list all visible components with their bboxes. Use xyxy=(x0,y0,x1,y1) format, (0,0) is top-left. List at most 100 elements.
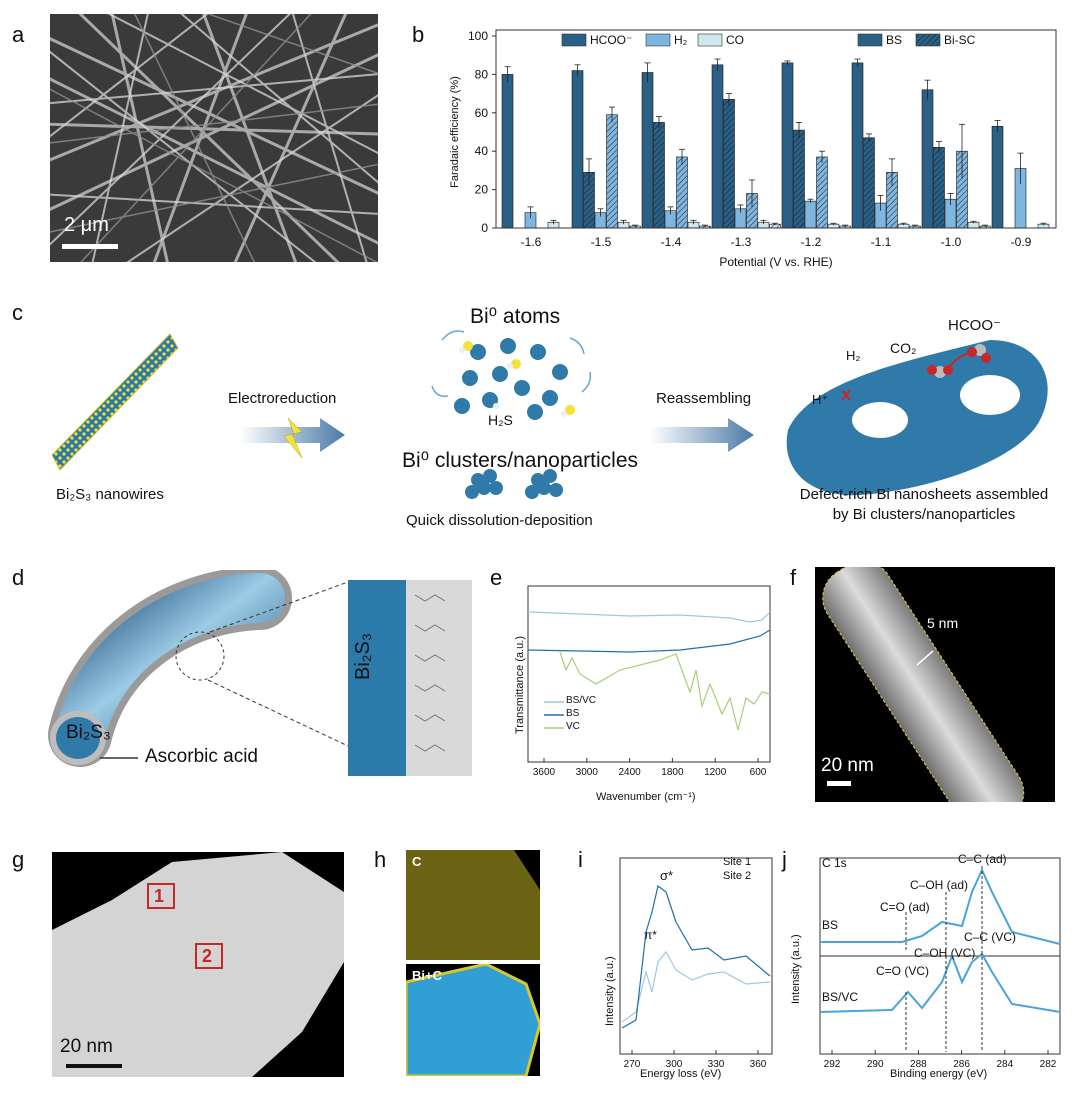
h2s-label: H₂S xyxy=(488,412,513,428)
i-tick-label: 330 xyxy=(708,1059,725,1070)
eels-map-c: C xyxy=(406,850,540,960)
x-tick-label: -1.3 xyxy=(731,235,752,249)
ftir-vc-line xyxy=(559,651,771,731)
sem-nanowire-image xyxy=(50,14,378,262)
thickness-label: 5 nm xyxy=(927,615,959,631)
ftir-bsvc-line xyxy=(527,611,771,623)
h2-label: H₂ xyxy=(846,348,861,363)
chart-b: -1.6 -1.5 -1.4 -1.3 -1.2 -1.1 -1.0 -0.9 0 20 40 60 8… xyxy=(449,29,1057,269)
y-tick-label: 0 xyxy=(481,221,488,235)
chart-j: 292 290 288 286 284 282 xyxy=(819,857,1061,1070)
bar--1.5-BS xyxy=(571,70,584,229)
bar--1.2-BS xyxy=(781,62,794,229)
xps-co-vc: C=O (VC) xyxy=(876,964,930,978)
shell-label: Ascorbic acid xyxy=(145,746,258,767)
legend-e-vc: VC xyxy=(566,721,580,732)
e-tick-label: 1800 xyxy=(661,767,684,778)
xps-bsvc-fit xyxy=(819,952,1061,1013)
eels-map-bic: Bi+C xyxy=(406,964,540,1076)
stem-image-f: 5 nm 20 nm xyxy=(815,567,1055,802)
legend-e-bs: BS xyxy=(566,708,580,719)
xps-bsvc-label: BS/VC xyxy=(822,990,859,1004)
legend-swatch xyxy=(645,33,671,47)
xps-bs-fit xyxy=(820,867,1061,945)
site-2-label: 2 xyxy=(202,946,213,966)
scale-bar-label-g: 20 nm xyxy=(60,1036,113,1057)
co2-label: CO₂ xyxy=(890,340,917,356)
j-tick-label: 292 xyxy=(824,1059,841,1070)
x-tick-label: -0.9 xyxy=(1011,235,1032,249)
bi-clusters-label: Bi⁰ clusters/nanoparticles xyxy=(402,449,639,472)
schematic-d xyxy=(48,570,472,776)
arrow-1 xyxy=(240,417,345,459)
xps-co-ad: C=O (ad) xyxy=(880,900,930,914)
e-tick-label: 1200 xyxy=(704,767,727,778)
panel-label-e: e xyxy=(490,565,503,590)
x-tick-label: -1.0 xyxy=(941,235,962,249)
scale-bar-label-f: 20 nm xyxy=(821,755,874,776)
legend-label: H₂ xyxy=(674,33,688,47)
xps-bs-label: BS xyxy=(822,918,839,932)
xps-coh-ad: C–OH (ad) xyxy=(910,878,969,892)
core-label: Bi₂S₃ xyxy=(66,722,111,743)
bar--1.0-BS xyxy=(921,89,934,229)
bar--1.1-BS xyxy=(851,62,864,229)
bar--1.4-Bi-SC xyxy=(676,156,688,229)
bar--1.3-BS xyxy=(711,64,724,229)
axes-frame xyxy=(495,29,1057,229)
bar--1.0-Bi-SC xyxy=(933,147,945,229)
bar--1.2-BS xyxy=(804,200,817,229)
panel-label-g: g xyxy=(12,847,25,872)
nanowire-label: Bi₂S₃ nanowires xyxy=(56,486,164,503)
scale-bar-label: 2 μm xyxy=(64,214,109,236)
legend-swatch xyxy=(561,33,587,47)
panel-label-i: i xyxy=(578,847,583,872)
step-electroreduction: Electroreduction xyxy=(228,390,337,407)
bar--1.5-Bi-SC xyxy=(606,114,618,229)
arrow-2 xyxy=(650,418,754,452)
j-tick-label: 284 xyxy=(996,1059,1013,1070)
pi-label: π* xyxy=(644,928,657,942)
h-plus-label: H⁺ xyxy=(812,392,829,407)
sigma-label: σ* xyxy=(660,868,674,883)
bar--0.9-BS xyxy=(991,125,1004,229)
ftir-bs-line xyxy=(527,629,771,653)
legend-label-bisc: Bi-SC xyxy=(944,33,976,47)
j-tick-label: 290 xyxy=(867,1059,884,1070)
y-tick-label: 80 xyxy=(475,67,489,81)
xps-cc-vc: C–C (VC) xyxy=(964,930,1017,944)
scale-bar-line xyxy=(62,244,118,249)
xps-cc-ad: C–C (ad) xyxy=(958,852,1007,866)
i-tick-label: 360 xyxy=(750,1059,767,1070)
bi-clusters-graphic xyxy=(465,469,563,499)
legend-swatch xyxy=(697,33,723,47)
bar--1.6-BS xyxy=(501,74,514,229)
bar--1.2-Bi-SC xyxy=(816,156,828,229)
panel-label-d: d xyxy=(12,565,25,590)
panel-label-j: j xyxy=(782,847,787,872)
dissolution-label: Quick dissolution-deposition xyxy=(406,512,593,529)
i-tick-label: 300 xyxy=(666,1059,683,1070)
y-axis-label: Faradaic efficiency (%) xyxy=(449,76,461,188)
map-bic-label: Bi+C xyxy=(412,968,442,983)
bar--1.4-Bi-SC xyxy=(653,122,665,229)
e-tick-label: 3000 xyxy=(576,767,599,778)
chart-i: 270 300 330 360 xyxy=(619,857,773,1070)
panel-label-a: a xyxy=(12,22,25,47)
panel-label-f: f xyxy=(790,565,797,590)
xps-title: C 1s xyxy=(822,856,847,870)
e-tick-label: 3600 xyxy=(533,767,556,778)
legend-i-site1: Site 1 xyxy=(723,856,752,868)
sem-image: 2 μm xyxy=(50,14,378,262)
bar--1.3-Bi-SC xyxy=(723,99,735,229)
panel-label-h: h xyxy=(374,847,387,872)
map-c-label: C xyxy=(412,854,422,869)
chart-e: 3600 3000 2400 1800 1200 600 xyxy=(527,585,771,778)
xlabel-e: Wavenumber (cm⁻¹) xyxy=(596,791,696,803)
stem-image-g: 1 2 20 nm xyxy=(52,852,344,1077)
e-tick-label: 600 xyxy=(750,767,767,778)
bi-atoms-label: Bi⁰ atoms xyxy=(470,305,561,328)
panel-label-b: b xyxy=(412,22,425,47)
nanowire-graphic xyxy=(51,333,179,471)
nanosheet-graphic xyxy=(786,340,1048,496)
